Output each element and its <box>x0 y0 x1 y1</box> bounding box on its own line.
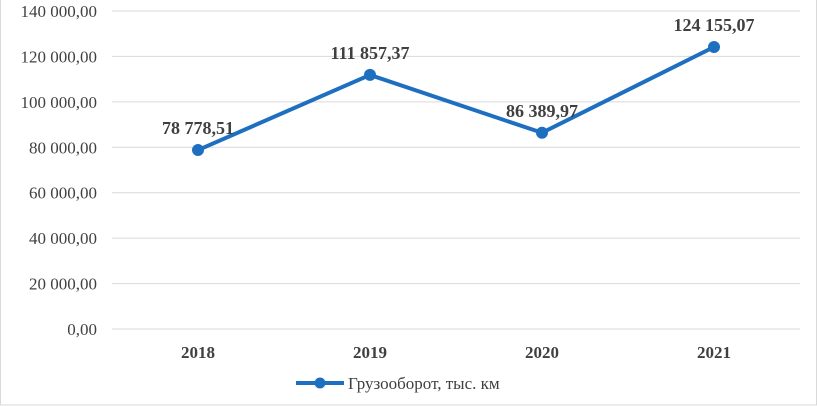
legend-point-marker <box>314 377 326 389</box>
y-tick-label: 140 000,00 <box>21 2 98 21</box>
x-tick-label: 2019 <box>353 343 387 362</box>
y-tick-label: 120 000,00 <box>21 47 98 66</box>
gridlines <box>112 10 800 330</box>
data-label: 86 389,97 <box>506 101 578 121</box>
data-label: 111 857,37 <box>330 43 409 63</box>
y-tick-label: 60 000,00 <box>29 184 97 203</box>
y-tick-label: 80 000,00 <box>29 138 97 157</box>
y-tick-label: 0,00 <box>67 320 97 339</box>
legend-entry: Грузооборот, тыс. км <box>348 374 500 393</box>
data-point <box>708 40 720 53</box>
y-tick-label: 20 000,00 <box>29 275 97 294</box>
y-tick-label: 100 000,00 <box>21 93 98 112</box>
data-label: 124 155,07 <box>674 15 755 35</box>
data-label: 78 778,51 <box>162 118 234 138</box>
y-axis-tick-labels: 0,00 20 000,00 40 000,00 60 000,00 80 000,00… <box>21 2 98 339</box>
data-point <box>364 68 376 81</box>
x-tick-label: 2020 <box>525 343 559 362</box>
y-tick-label: 40 000,00 <box>29 229 97 248</box>
data-points <box>192 40 720 157</box>
legend: Грузооборот, тыс. км <box>296 374 500 393</box>
data-labels: 78 778,51 111 857,37 86 389,97 124 155,07 <box>162 15 755 138</box>
x-tick-label: 2018 <box>181 343 215 362</box>
data-point <box>536 126 548 139</box>
x-axis-tick-labels: 2018 2019 2020 2021 <box>181 343 731 362</box>
series-lines <box>196 44 716 153</box>
data-point <box>192 144 204 157</box>
x-tick-label: 2021 <box>697 343 731 362</box>
series-line <box>196 44 716 153</box>
